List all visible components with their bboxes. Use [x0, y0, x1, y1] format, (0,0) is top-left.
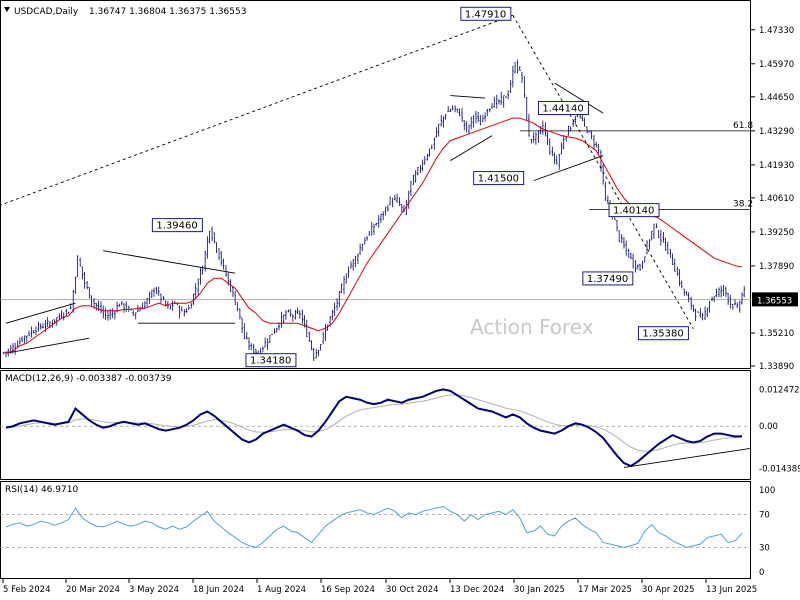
x-tick-label: 16 Sep 2024	[321, 585, 375, 595]
price-annotation-label: 1.37490	[587, 274, 628, 285]
wedge-lower-line	[533, 155, 604, 182]
macd-tick-label: 0.012472	[759, 385, 800, 395]
rsi-indicator: 100 70 30 0	[0, 486, 775, 578]
price-tick-label: 1.37890	[759, 262, 794, 272]
current-price-tag-bg	[752, 292, 798, 307]
wedge-upper-line	[554, 82, 604, 114]
macd-panel-frame	[0, 370, 751, 480]
flag-upper-line	[450, 95, 486, 99]
x-tick-label: 13 Jun 2025	[706, 585, 757, 595]
price-annotation-label: 1.34180	[250, 356, 291, 367]
price-annotation-box	[473, 171, 525, 186]
rsi-tick-label: 70	[759, 511, 770, 521]
price-annotations: 1.47910 1.39460 1.34180 1.41500 1.44140 1.401…	[151, 6, 689, 368]
rsi-panel-frame	[0, 481, 751, 579]
price-tick-label: 1.40610	[759, 194, 794, 204]
rsi-title: RSI(14) 46.9710	[5, 485, 78, 495]
rsi-line	[5, 505, 743, 548]
macd-support-line	[623, 447, 752, 468]
x-axis: 5 Feb 2024 20 Mar 2024 3 May 2024 18 Jun 20…	[2, 579, 757, 595]
macd-main-line	[5, 388, 743, 468]
fibonacci-levels: 61.8 38.2	[519, 121, 753, 211]
x-tick-label: 20 Mar 2024	[66, 585, 120, 595]
price-annotation-box	[151, 218, 203, 233]
long-dashed-trendline	[0, 14, 514, 206]
flag-lower-line	[450, 135, 493, 161]
x-tick-label: 30 Apr 2025	[642, 585, 695, 595]
channel-lower-left	[5, 337, 90, 354]
price-annotation-label: 1.47910	[465, 9, 506, 20]
price-annotation-label: 1.39460	[156, 221, 197, 232]
rsi-tick-label: 0	[759, 568, 764, 578]
current-price-tag: 1.36553	[752, 292, 798, 307]
price-annotation-label: 1.40140	[613, 206, 654, 217]
symbol-label: USDCAD,Daily	[14, 7, 79, 17]
watermark: Action Forex	[470, 315, 594, 339]
x-tick-label: 30 Jan 2025	[514, 585, 565, 595]
rsi-tick-label: 100	[759, 486, 775, 496]
current-price-tag-label: 1.36553	[757, 296, 792, 306]
trend-lines	[0, 14, 694, 354]
price-tick-label: 1.45970	[759, 60, 794, 70]
x-tick-label: 3 May 2024	[129, 585, 179, 595]
price-annotation-label: 1.35380	[642, 329, 683, 340]
macd-tick-label: 0.00	[759, 422, 778, 432]
price-panel-frame	[0, 0, 751, 369]
price-tick-label: 1.35210	[759, 329, 794, 339]
macd-indicator: 0.012472 0.00 -0.014389	[0, 385, 800, 475]
dropdown-triangle-icon	[4, 7, 10, 12]
price-annotation-box	[637, 326, 689, 341]
price-tick-label: 1.43290	[759, 127, 794, 137]
fib-level-label: 38.2	[733, 200, 753, 210]
channel-upper-left	[5, 302, 76, 324]
price-tick-label: 1.41930	[759, 161, 794, 171]
x-tick-label: 5 Feb 2024	[3, 585, 51, 595]
price-tick-label: 1.44650	[759, 93, 794, 103]
x-tick-label: 18 Jun 2024	[193, 585, 244, 595]
x-tick-label: 30 Oct 2024	[386, 585, 439, 595]
price-annotation-label: 1.44140	[542, 104, 583, 115]
price-annotation-box	[537, 101, 589, 116]
x-tick-label: 17 Mar 2025	[578, 585, 632, 595]
x-tick-label: 1 Aug 2024	[257, 585, 306, 595]
ohlc-values: 1.36747 1.36804 1.36375 1.36553	[89, 7, 246, 17]
moving-average-line	[5, 117, 743, 354]
price-annotation-box	[608, 203, 660, 218]
rsi-tick-label: 30	[759, 543, 770, 553]
price-annotation-box	[460, 6, 512, 21]
header: USDCAD,Daily 1.36747 1.36804 1.36375 1.3…	[4, 7, 246, 17]
moving-average	[5, 117, 743, 354]
price-axis-ticks: 1.47330 1.45970 1.44650 1.43290 1.41930 1.406…	[751, 26, 794, 372]
price-annotation-label: 1.41500	[478, 174, 519, 185]
macd-tick-label: -0.014389	[759, 465, 800, 475]
fib-level-label: 61.8	[733, 121, 753, 131]
x-tick-label: 13 Dec 2024	[450, 585, 504, 595]
macd-title: MACD(12,26,9) -0.003387 -0.003739	[5, 374, 172, 384]
price-tick-label: 1.47330	[759, 26, 794, 36]
price-annotation-box	[582, 271, 634, 286]
triangle-upper-line	[103, 250, 236, 274]
price-annotation-box	[245, 353, 297, 368]
price-tick-label: 1.33890	[759, 362, 794, 372]
price-tick-label: 1.39250	[759, 228, 794, 238]
